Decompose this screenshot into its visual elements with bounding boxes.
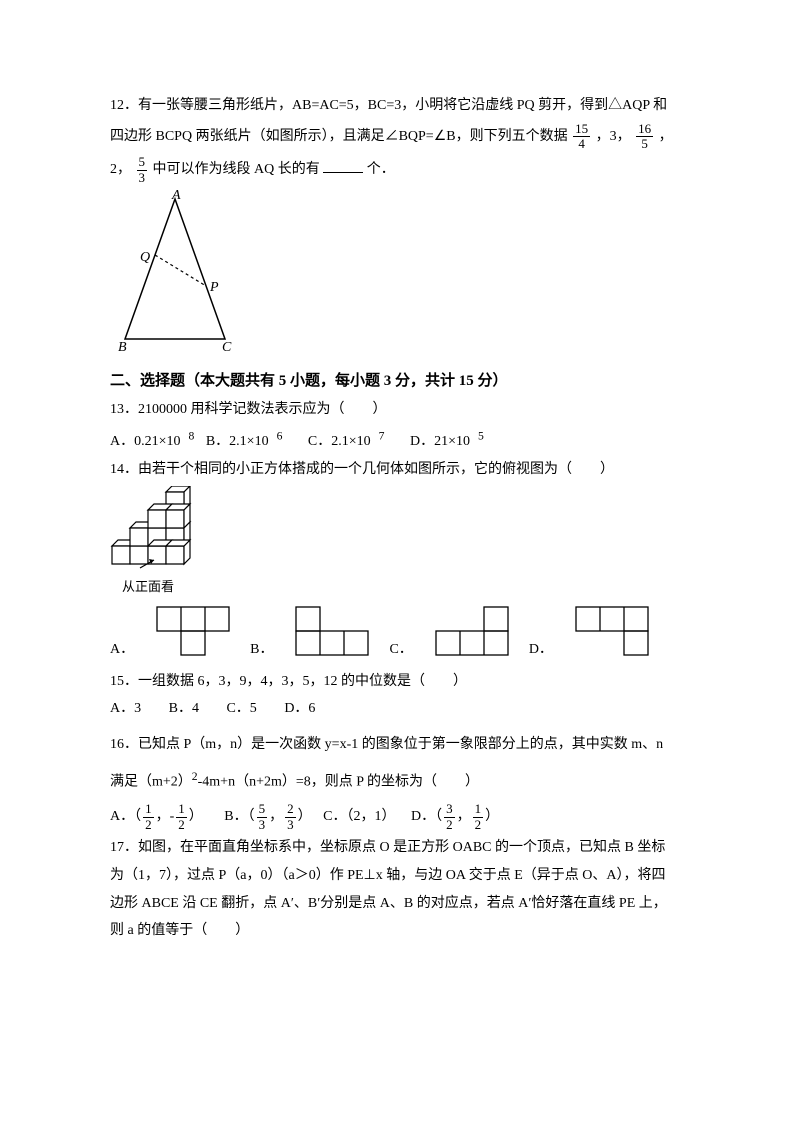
q14-optB-figure: [295, 606, 371, 662]
q16-optA: A．（12，-12）: [110, 809, 206, 824]
q12-line2: 四边形 BCPQ 两张纸片（如图所示），且满足∠BQP=∠B，则下列五个数据 1…: [110, 122, 684, 152]
q15-options: A．3 B．4 C．5 D．6: [110, 697, 684, 721]
q15-optC: C．5: [226, 701, 256, 716]
q15-optD: D．6: [284, 701, 315, 716]
q15-optB: B．4: [169, 701, 199, 716]
q12-l3-a: 2，: [110, 162, 131, 177]
q14-optC-figure: [435, 606, 511, 662]
q14-text: 14．由若干个相同的小正方体搭成的一个几何体如图所示，它的俯视图为（ ）: [110, 458, 684, 482]
q12-blank: [323, 158, 363, 173]
q14-optD-figure: [575, 606, 651, 662]
q13-optD: D．21×105: [396, 434, 484, 449]
q17-l1: 17．如图，在平面直角坐标系中，坐标原点 O 是正方形 OABC 的一个顶点，已…: [110, 836, 684, 860]
q14-caption: 从正面看: [122, 576, 684, 598]
q12-line3: 2， 53 中可以作为线段 AQ 长的有 个．: [110, 155, 684, 185]
q12-label-B: B: [118, 340, 127, 355]
q13-text: 13．2100000 用科学记数法表示应为（ ）: [110, 398, 684, 422]
section2-header: 二、选择题（本大题共有 5 小题，每小题 3 分，共计 15 分）: [110, 369, 684, 395]
q17-l2: 为（1，7），过点 P（a，0）（a＞0）作 PE⊥x 轴，与边 OA 交于点 …: [110, 864, 684, 888]
q17-l3: 边形 ABCE 沿 CE 翻折，点 A′、B′分别是点 A、B 的对应点，若点 …: [110, 892, 684, 916]
q12-mid-b: ，: [659, 129, 673, 144]
q16-optD: D．（32，12）: [411, 809, 499, 824]
q14-optB-label: B．: [250, 638, 273, 662]
q13-optC: C．2.1×107: [294, 434, 385, 449]
q12-frac2: 165: [636, 122, 653, 152]
q14-optA-label: A．: [110, 638, 134, 662]
q12-l3-c: 个．: [367, 162, 395, 177]
q12-label-C: C: [222, 340, 232, 355]
q13-optA: A．0.21×108: [110, 434, 194, 449]
q13-options: A．0.21×108 B．2.1×106 C．2.1×107 D．21×105: [110, 426, 684, 453]
q15-text: 15．一组数据 6，3，9，4，3，5，12 的中位数是（ ）: [110, 670, 684, 694]
q12-line2-pre: 四边形 BCPQ 两张纸片（如图所示），且满足∠BQP=∠B，则下列五个数据: [110, 129, 568, 144]
q12-mid-a: ，3，: [596, 129, 631, 144]
q12-frac1: 154: [573, 122, 590, 152]
q14-options-row: A． B． C． D．: [110, 606, 684, 662]
q13-optB: B．2.1×106: [206, 434, 283, 449]
q12-label-P: P: [209, 280, 219, 295]
q16-line2: 满足（m+2）2-4m+n（n+2m）=8，则点 P 的坐标为（ ）: [110, 767, 684, 794]
q14-optD-label: D．: [529, 638, 553, 662]
q14-solid-figure: [110, 486, 220, 576]
q12-triangle-figure: A Q P B C: [110, 189, 260, 359]
q12-label-Q: Q: [140, 250, 150, 265]
q14-optA-figure: [156, 606, 232, 662]
q16-options: A．（12，-12） B．（53，23） C．（2，1） D．（32，12）: [110, 802, 684, 832]
q12-l3-b: 中可以作为线段 AQ 长的有: [153, 162, 320, 177]
q14-optC-label: C．: [389, 638, 412, 662]
q15-optA: A．3: [110, 701, 141, 716]
q16-line1: 16．已知点 P（m，n）是一次函数 y=x-1 的图象位于第一象限部分上的点，…: [110, 733, 684, 757]
q16-optC: C．（2，1）: [323, 809, 395, 824]
q17-l4: 则 a 的值等于（ ）: [110, 919, 684, 943]
q16-optB: B．（53，23）: [224, 809, 315, 824]
q12-line1: 12．有一张等腰三角形纸片，AB=AC=5，BC=3，小明将它沿虚线 PQ 剪开…: [110, 94, 684, 118]
q12-frac3: 53: [137, 155, 148, 185]
q12-label-A: A: [171, 189, 181, 203]
